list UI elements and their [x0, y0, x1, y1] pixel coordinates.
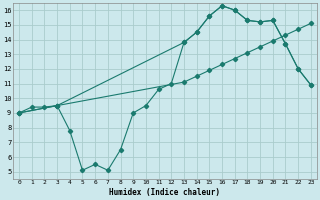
X-axis label: Humidex (Indice chaleur): Humidex (Indice chaleur) [109, 188, 220, 197]
